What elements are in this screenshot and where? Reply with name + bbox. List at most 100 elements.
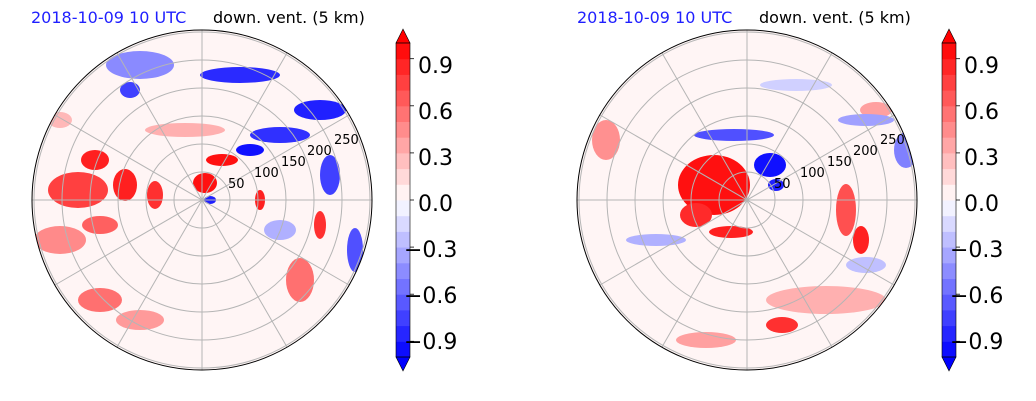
colorbar-segment [396,215,410,232]
chart-panel-right: 2018-10-09 10 UTC down. vent. (5 km) [546,0,1036,401]
field-blob [320,155,340,195]
field-blob [147,181,163,209]
colorbar-segment [942,74,956,91]
field-blob [592,120,620,160]
colorbar-segment [396,294,410,311]
colorbar-segment [396,105,410,122]
chart-subtitle-date: 2018-10-09 10 UTC [577,8,733,27]
radial-tick-label: 150 [827,155,852,170]
radial-tick-label: 50 [228,177,245,192]
colorbar-segment [942,325,956,342]
colorbar-segment [396,168,410,185]
field-blob [676,332,736,348]
field-blob [294,100,346,120]
colorbar-ticks-right: 0.9 0.6 0.3 0.0 −0.3 −0.6 −0.9 [950,54,1003,355]
field-blob [766,317,798,333]
field-blob [78,288,122,312]
colorbar-segment [942,43,956,60]
radial-tick-label: 50 [774,177,791,192]
colorbar-segment [396,231,410,248]
colorbar-segment [942,137,956,154]
colorbar-segment [942,105,956,122]
field-blob [709,226,753,238]
field-blob [846,257,886,273]
colorbar-segment [942,184,956,201]
colorbar-right [941,28,960,372]
radial-tick-label: 100 [800,166,825,181]
field-blob [193,173,217,193]
chart-panel-left: 2018-10-09 10 UTC down. vent. (5 km) [31,8,457,372]
colorbar-segment [396,43,410,60]
colorbar-segment [942,247,956,264]
colorbar-tick-label: −0.3 [950,238,1003,263]
polar-grid-left [32,30,372,370]
colorbar-segment [396,74,410,91]
field-blob [250,127,310,143]
chart-title: down. vent. (5 km) [213,8,365,27]
colorbar-segment [396,200,410,217]
field-blob [206,154,238,166]
colorbar-left [395,28,414,372]
polar-grid-right [577,30,917,370]
colorbar-segment [942,294,956,311]
polar-frame [31,29,373,371]
colorbar-segment [396,137,410,154]
field-blob [145,123,225,137]
field-blob [314,211,326,239]
polar-plot-left: 50 100 150 200 250 0.9 0.6 0.3 0.0 −0.3 … [31,28,457,372]
radial-tick-label: 250 [880,133,905,148]
colorbar-segment [396,184,410,201]
colorbar-segment [942,121,956,138]
field-blob [860,102,892,118]
colorbar-segment [396,262,410,279]
colorbar-segment [942,262,956,279]
colorbar-segment [396,247,410,264]
colorbar-segment [942,309,956,327]
colorbar-tick-label: 0.3 [418,146,453,171]
field-blob [760,79,832,91]
colorbar-tick-label: 0.3 [964,146,999,171]
field-blob [766,286,886,314]
colorbar-tick-label: 0.6 [418,100,453,125]
colorbar-segment [396,121,410,138]
field-blob [694,129,774,141]
colorbar-tick-label: 0.6 [964,100,999,125]
radial-tick-label: 200 [853,144,878,159]
field-blob [120,82,140,98]
field-blob [82,216,118,234]
field-blob [236,144,264,156]
colorbar-extend-min [941,356,957,372]
colorbar-segment [396,58,410,75]
colorbar-ticks-left: 0.9 0.6 0.3 0.0 −0.3 −0.6 −0.9 [404,54,457,355]
field-blob [347,228,363,272]
colorbar-segment [396,309,410,327]
colorbar-segment [942,231,956,248]
colorbar-extend-max [941,28,957,44]
colorbar-segment [942,152,956,170]
field-blob [106,51,174,79]
colorbar-tick-label: 0.9 [418,54,453,79]
colorbar-segment [942,278,956,295]
colorbar-tick-label: −0.9 [404,330,457,355]
chart-title: down. vent. (5 km) [759,8,911,27]
colorbar-tick-label: 0.0 [964,192,999,217]
radial-tick-label: 200 [307,144,332,159]
field-blob [113,169,137,201]
field-blob [836,184,856,236]
field-blob [754,153,786,177]
colorbar-tick-label: −0.9 [950,330,1003,355]
field-blob [853,226,869,254]
colorbar-extend-min [395,356,411,372]
chart-subtitle-date: 2018-10-09 10 UTC [31,8,187,27]
colorbar-segment [396,152,410,170]
radial-tick-label: 100 [254,166,279,181]
radial-tick-label: 250 [334,133,359,148]
colorbar-segment [942,168,956,185]
polar-frame [576,29,918,371]
colorbar-segment [942,215,956,232]
field-blob [200,67,280,83]
colorbar-tick-label: 0.0 [418,192,453,217]
colorbar-segment [396,90,410,107]
field-blob [116,310,164,330]
colorbar-tick-label: 0.9 [964,54,999,79]
